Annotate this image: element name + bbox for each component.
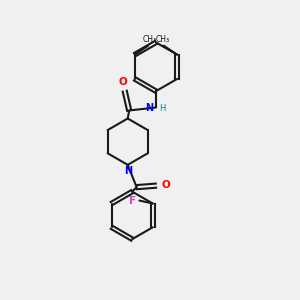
Text: F: F	[129, 196, 137, 206]
Text: O: O	[119, 77, 128, 87]
Text: H: H	[160, 103, 166, 112]
Text: N: N	[145, 103, 153, 113]
Text: CH₃: CH₃	[155, 35, 169, 44]
Text: O: O	[161, 180, 170, 190]
Text: N: N	[124, 166, 132, 176]
Text: CH₃: CH₃	[142, 35, 157, 44]
